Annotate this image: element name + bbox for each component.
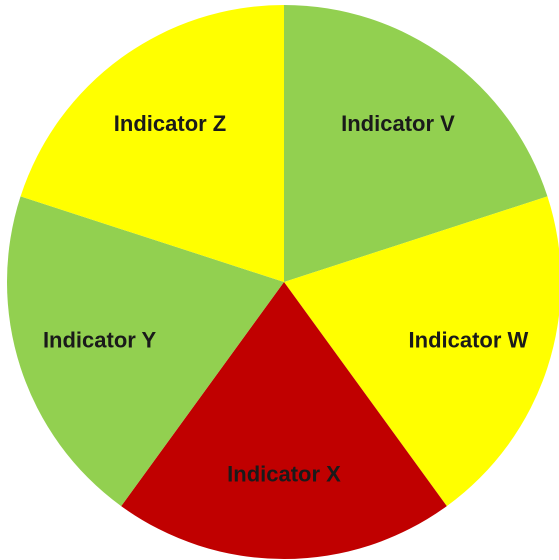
- pie-slice: [7, 196, 285, 507]
- pie-slice: [284, 5, 548, 282]
- slice-label: Indicator X: [227, 462, 341, 487]
- pie-slice: [284, 196, 559, 507]
- slice-label: Indicator Z: [114, 111, 226, 136]
- pie-slice: [20, 5, 285, 282]
- slice-label: Indicator V: [341, 111, 455, 136]
- slice-label: Indicator W: [409, 328, 529, 353]
- pie-slice: [121, 282, 447, 560]
- slice-label: Indicator Y: [43, 328, 157, 353]
